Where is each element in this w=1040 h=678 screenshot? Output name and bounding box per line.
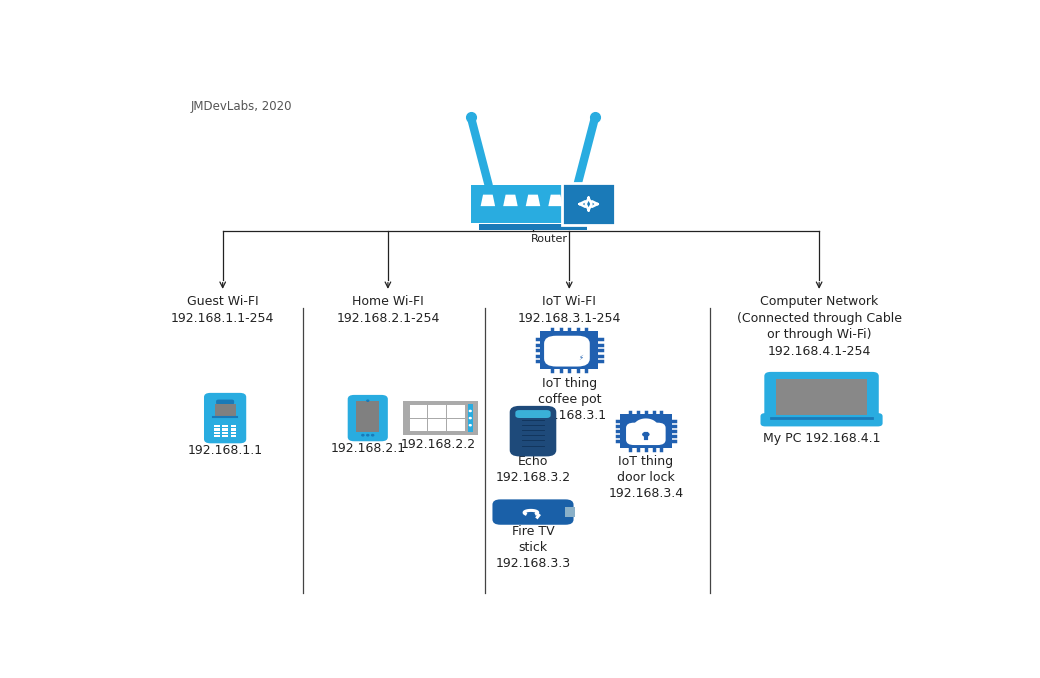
FancyBboxPatch shape [541, 332, 598, 369]
Bar [231, 425, 236, 427]
Bar [214, 428, 219, 431]
FancyBboxPatch shape [204, 393, 246, 443]
Bar [428, 418, 446, 431]
Text: My PC 192.168.4.1: My PC 192.168.4.1 [762, 432, 880, 445]
Circle shape [469, 424, 471, 426]
Bar [231, 435, 236, 437]
Bar [214, 432, 219, 434]
Circle shape [367, 435, 369, 436]
Bar [410, 418, 427, 431]
Polygon shape [503, 195, 518, 206]
Bar [447, 405, 465, 418]
FancyBboxPatch shape [620, 414, 672, 448]
FancyBboxPatch shape [562, 183, 616, 225]
Circle shape [371, 435, 373, 436]
FancyBboxPatch shape [402, 401, 477, 435]
Text: Computer Network
(Connected through Cable
or through Wi-Fi)
192.168.4.1-254: Computer Network (Connected through Cabl… [736, 296, 902, 358]
Bar [410, 405, 427, 418]
FancyBboxPatch shape [493, 500, 573, 525]
FancyBboxPatch shape [216, 399, 234, 405]
FancyBboxPatch shape [626, 422, 666, 445]
Bar [214, 425, 219, 427]
Bar [223, 435, 228, 437]
Bar [468, 404, 473, 433]
Circle shape [469, 410, 471, 412]
FancyBboxPatch shape [347, 395, 388, 441]
Circle shape [362, 435, 364, 436]
Text: 192.168.1.1: 192.168.1.1 [187, 445, 263, 458]
Bar [223, 428, 228, 431]
Text: Fire TV
stick
192.168.3.3: Fire TV stick 192.168.3.3 [495, 525, 571, 570]
Polygon shape [577, 342, 589, 348]
Bar [478, 224, 588, 230]
Bar [223, 432, 228, 434]
Bar [447, 418, 465, 431]
Text: 192.168.2.2: 192.168.2.2 [400, 437, 475, 451]
Polygon shape [548, 195, 563, 206]
Circle shape [367, 400, 369, 401]
Text: Echo
192.168.3.2: Echo 192.168.3.2 [495, 456, 571, 484]
Text: Guest Wi-FI
192.168.1.1-254: Guest Wi-FI 192.168.1.1-254 [171, 296, 275, 325]
Bar [214, 435, 219, 437]
Bar [776, 380, 867, 415]
Text: IoT Wi-FI
192.168.3.1-254: IoT Wi-FI 192.168.3.1-254 [518, 296, 621, 325]
Bar [566, 507, 575, 517]
Polygon shape [526, 195, 540, 206]
Circle shape [469, 418, 471, 419]
Text: IoT thing
door lock
192.168.3.4: IoT thing door lock 192.168.3.4 [608, 456, 683, 500]
FancyBboxPatch shape [516, 410, 550, 418]
Text: 192.168.2.1: 192.168.2.1 [331, 442, 406, 456]
Circle shape [642, 432, 650, 437]
Bar [214, 404, 236, 417]
Bar [223, 425, 228, 427]
Bar [231, 432, 236, 434]
Bar [428, 405, 446, 418]
Text: ⚡: ⚡ [578, 355, 583, 361]
FancyBboxPatch shape [544, 336, 590, 367]
Circle shape [576, 355, 586, 361]
FancyBboxPatch shape [510, 406, 556, 456]
Text: Router: Router [530, 235, 568, 244]
FancyBboxPatch shape [760, 413, 883, 426]
Text: Home Wi-FI
192.168.2.1-254: Home Wi-FI 192.168.2.1-254 [336, 296, 440, 325]
Text: IoT thing
coffee pot
192.168.3.1: IoT thing coffee pot 192.168.3.1 [531, 377, 606, 422]
Bar [558, 340, 575, 344]
FancyBboxPatch shape [764, 372, 879, 422]
Text: JMDevLabs, 2020: JMDevLabs, 2020 [190, 100, 292, 113]
Polygon shape [480, 195, 495, 206]
Bar [356, 401, 380, 432]
FancyBboxPatch shape [470, 185, 596, 223]
Bar [231, 428, 236, 431]
